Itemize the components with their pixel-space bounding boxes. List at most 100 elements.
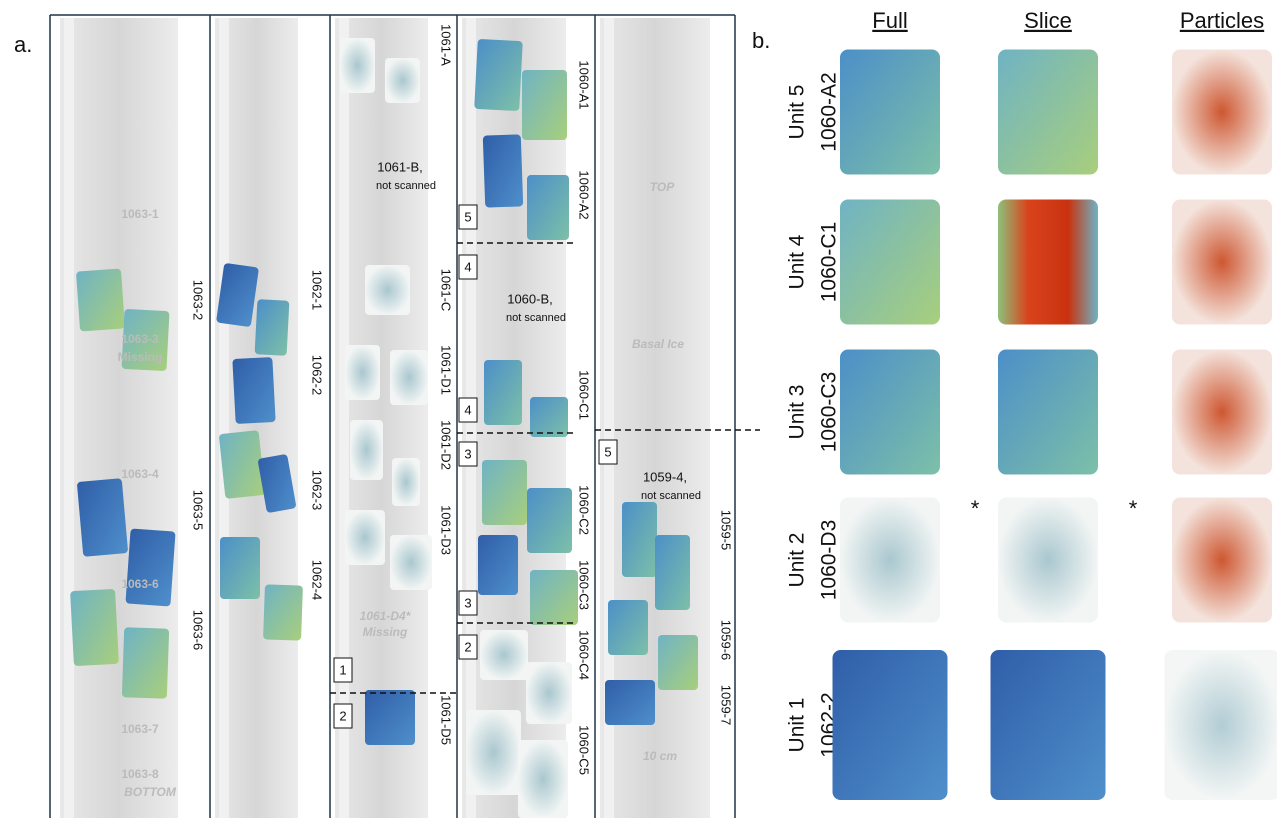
core-edge xyxy=(219,18,229,818)
scan-render xyxy=(998,200,1098,325)
scan-image xyxy=(77,478,128,557)
scan-image xyxy=(466,710,521,795)
core-label: 1060-C4 xyxy=(577,630,592,680)
panel-label: a. xyxy=(14,32,32,57)
scan-image xyxy=(219,430,266,499)
core-label: 1062-4 xyxy=(310,560,325,600)
scan-image xyxy=(385,58,420,103)
photo-label: 1063-3 xyxy=(121,332,159,346)
unit-number: 2 xyxy=(339,708,346,723)
core-label: 1059-7 xyxy=(719,685,734,725)
core-label: 1061-A xyxy=(439,24,454,66)
note-name: 1059-4, xyxy=(643,469,687,484)
scan-image xyxy=(526,662,572,724)
scan-image xyxy=(480,630,528,680)
unit-number: 5 xyxy=(604,444,611,459)
core-label: 1061-D1 xyxy=(439,345,454,395)
page: a. b. 1063-21063-51063-61062-11062-21062… xyxy=(0,0,1277,818)
scan-render xyxy=(840,50,940,175)
core-label: 1060-C1 xyxy=(577,370,592,420)
note-name: 1060-B, xyxy=(507,291,553,306)
note-status: not scanned xyxy=(641,490,701,502)
sample-label: 1060-D3 xyxy=(818,520,841,601)
note-status: not scanned xyxy=(376,180,436,192)
unit-number: 3 xyxy=(464,446,471,461)
photo-label: 1063-8 xyxy=(121,767,159,781)
scan-image xyxy=(530,570,578,625)
scan-image xyxy=(527,488,572,553)
scan-render xyxy=(998,50,1098,175)
scan-render xyxy=(840,350,940,475)
scan-image xyxy=(484,360,522,425)
asterisk: * xyxy=(1129,496,1138,521)
column-header: Particles xyxy=(1180,8,1264,33)
scan-image xyxy=(255,299,290,356)
scan-image xyxy=(365,265,410,315)
photo-label: Missing xyxy=(118,350,163,364)
scan-image xyxy=(345,510,385,565)
scan-image xyxy=(122,627,169,699)
core-label: 1061-C xyxy=(439,269,454,312)
scan-image xyxy=(527,175,569,240)
scan-image xyxy=(530,397,568,437)
scan-render xyxy=(1165,650,1277,800)
scan-render xyxy=(1172,498,1272,623)
scan-image xyxy=(522,70,567,140)
core-label: 1061-D2 xyxy=(439,420,454,470)
core-label: 1061-D5 xyxy=(439,695,454,745)
scan-render xyxy=(1172,200,1272,325)
photo-label: 1063-7 xyxy=(121,722,159,736)
core-label: 1061-D3 xyxy=(439,505,454,555)
unit-label: Unit 1 xyxy=(786,698,809,753)
core-label: 1063-2 xyxy=(191,280,206,320)
unit-number: 3 xyxy=(464,595,471,610)
core-label: 1060-C5 xyxy=(577,725,592,775)
scan-image xyxy=(474,39,523,111)
scan-render xyxy=(991,650,1106,800)
scan-render xyxy=(840,200,940,325)
photo-label: Basal Ice xyxy=(632,337,684,351)
scan-render xyxy=(833,650,948,800)
asterisk: * xyxy=(971,496,980,521)
scan-image xyxy=(390,535,432,590)
unit-number: 1 xyxy=(339,662,346,677)
unit-label: Unit 3 xyxy=(786,385,809,440)
scan-image xyxy=(345,345,380,400)
core-label: 1063-6 xyxy=(191,610,206,650)
photo-label: TOP xyxy=(650,180,675,194)
core-edge xyxy=(339,18,349,818)
scan-render xyxy=(1172,350,1272,475)
photo-label: 1063-6 xyxy=(121,577,159,591)
unit-number: 2 xyxy=(464,639,471,654)
core-label: 1060-A2 xyxy=(577,170,592,219)
scan-image xyxy=(518,740,568,818)
note-status: not scanned xyxy=(506,312,566,324)
scan-image xyxy=(263,584,303,640)
scan-image xyxy=(482,460,527,525)
scan-image xyxy=(392,458,420,506)
sample-label: 1060-C1 xyxy=(818,222,841,303)
scan-image xyxy=(655,535,690,610)
photo-label: BOTTOM xyxy=(124,785,177,799)
core-label: 1060-C3 xyxy=(577,560,592,610)
core-label: 1060-C2 xyxy=(577,485,592,535)
sample-label: 1060-A2 xyxy=(818,72,841,151)
unit-number: 4 xyxy=(464,402,471,417)
scan-image xyxy=(365,690,415,745)
column-header: Slice xyxy=(1024,8,1072,33)
core-edge xyxy=(64,18,74,818)
scan-image xyxy=(622,502,657,577)
unit-number: 5 xyxy=(464,209,471,224)
scan-render xyxy=(1172,50,1272,175)
column-header: Full xyxy=(872,8,907,33)
panel-label: b. xyxy=(752,28,770,53)
unit-label: Unit 5 xyxy=(786,85,809,140)
photo-label: 1061-D4* xyxy=(360,609,412,623)
sample-label: 1060-C3 xyxy=(818,372,841,453)
scan-image xyxy=(483,134,523,207)
note-name: 1061-B, xyxy=(377,159,423,174)
photo-label: 1063-1 xyxy=(121,207,159,221)
unit-label: Unit 4 xyxy=(786,234,809,289)
scan-image xyxy=(605,680,655,725)
scan-image xyxy=(478,535,518,595)
